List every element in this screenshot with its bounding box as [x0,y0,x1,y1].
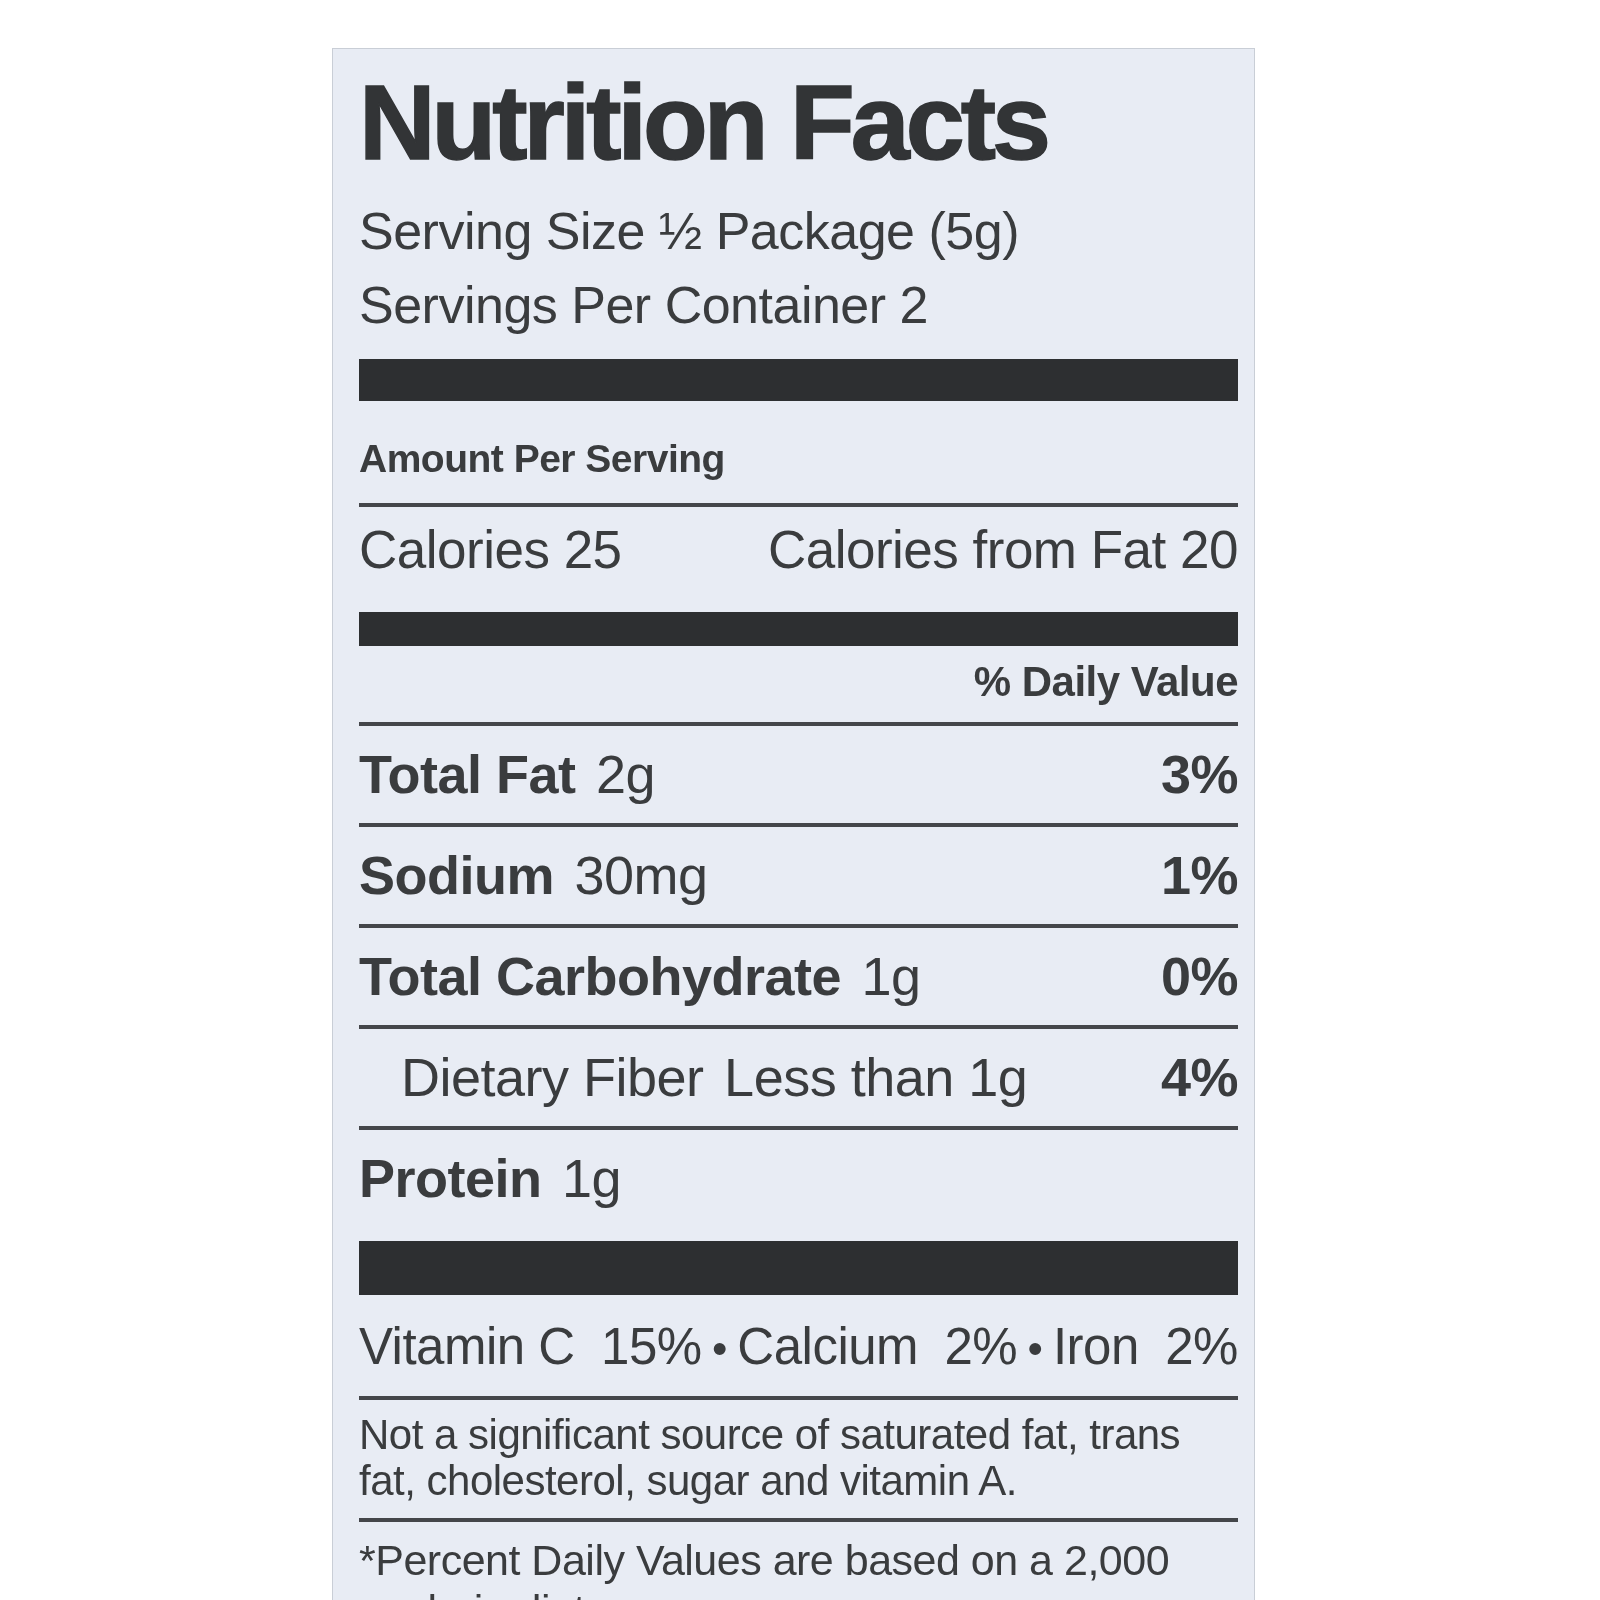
calories-from-fat: Calories from Fat 20 [768,519,1238,580]
nutrient-row-total-fat: Total Fat 2g 3% [359,726,1238,823]
micronutrient-name: Iron [1053,1318,1139,1375]
nutrient-daily-value: 0% [1161,945,1238,1007]
calories-row: Calories 25 Calories from Fat 20 [359,507,1238,594]
micronutrient-name: Calcium [737,1318,918,1375]
calories-value: 25 [564,520,622,579]
bullet-separator: • [712,1324,727,1374]
label-title: Nutrition Facts [359,69,1238,175]
divider-thick [359,1241,1238,1295]
divider-thick [359,612,1238,646]
amount-per-serving-heading: Amount Per Serving [359,437,1238,481]
divider-thick [359,359,1238,401]
micronutrients-row: Vitamin C 15% • Calcium 2% • Iron 2% [359,1295,1238,1396]
nutrient-daily-value: 3% [1161,743,1238,805]
nutrient-amount: 30mg [575,844,708,906]
calories-from-fat-value: 20 [1180,520,1238,579]
micronutrient-daily-value: 2% [944,1318,1017,1375]
nutrient-amount: 2g [596,743,655,805]
nutrient-amount: 1g [862,945,921,1007]
serving-size: Serving Size ½ Package (5g) [359,205,1238,257]
micronutrient-daily-value: 15% [601,1318,702,1375]
micronutrient-iron: Iron 2% [1053,1317,1238,1376]
calories-label: Calories [359,520,549,579]
nutrient-name: Sodium [359,844,554,906]
nutrient-amount: 1g [562,1147,621,1209]
nutrient-name: Protein [359,1147,542,1209]
insignificant-sources-note: Not a significant source of saturated fa… [359,1400,1238,1518]
calories-from-fat-label: Calories from Fat [768,520,1166,579]
daily-values-footnote: *Percent Daily Values are based on a 2,0… [359,1522,1238,1600]
nutrient-name: Total Fat [359,743,575,805]
nutrient-daily-value: 1% [1161,844,1238,906]
daily-value-header: % Daily Value [359,646,1238,722]
nutrient-row-total-carbohydrate: Total Carbohydrate 1g 0% [359,928,1238,1025]
servings-per-container: Servings Per Container 2 [359,279,1238,331]
micronutrient-name: Vitamin C [359,1318,575,1375]
nutrition-facts-label: Nutrition Facts Serving Size ½ Package (… [332,48,1255,1600]
calories: Calories 25 [359,519,622,580]
micronutrient-calcium: Calcium 2% [737,1317,1017,1376]
nutrient-name: Total Carbohydrate [359,945,841,1007]
nutrient-amount: Less than 1g [724,1046,1027,1108]
nutrient-row-sodium: Sodium 30mg 1% [359,827,1238,924]
nutrient-name: Dietary Fiber [401,1046,704,1108]
bullet-separator: • [1028,1324,1043,1374]
micronutrient-daily-value: 2% [1165,1318,1238,1375]
nutrient-row-protein: Protein 1g [359,1130,1238,1227]
nutrient-daily-value: 4% [1161,1046,1238,1108]
page: { "label": { "title": "Nutrition Facts",… [0,0,1600,1600]
nutrient-row-dietary-fiber: Dietary Fiber Less than 1g 4% [359,1029,1238,1126]
micronutrient-vitamin-c: Vitamin C 15% [359,1317,702,1376]
